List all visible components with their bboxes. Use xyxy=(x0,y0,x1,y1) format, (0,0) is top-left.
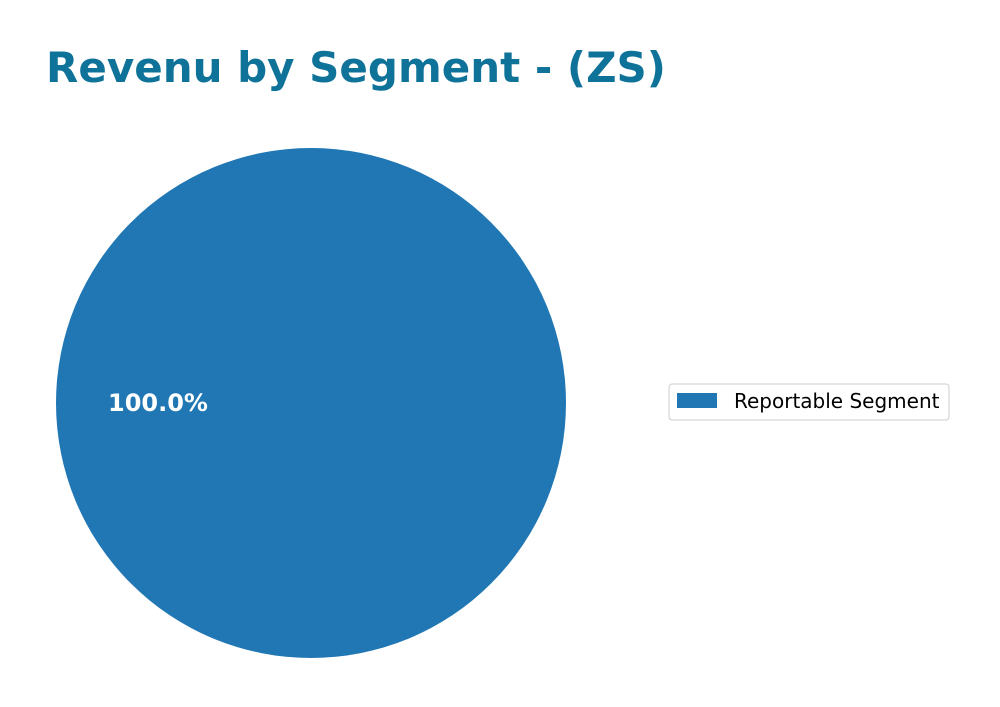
legend-label: Reportable Segment xyxy=(734,389,940,413)
legend-swatch xyxy=(677,393,717,408)
pie-slice xyxy=(56,148,566,658)
legend: Reportable Segment xyxy=(668,383,950,421)
chart-title: Revenu by Segment - (ZS) xyxy=(46,43,666,92)
pie-slice-labels: 100.0% xyxy=(108,389,208,417)
pie-slice-label: 100.0% xyxy=(108,389,208,417)
legend-frame xyxy=(668,383,950,421)
legend-entries: Reportable Segment xyxy=(677,389,940,413)
pie-slices xyxy=(56,148,566,658)
